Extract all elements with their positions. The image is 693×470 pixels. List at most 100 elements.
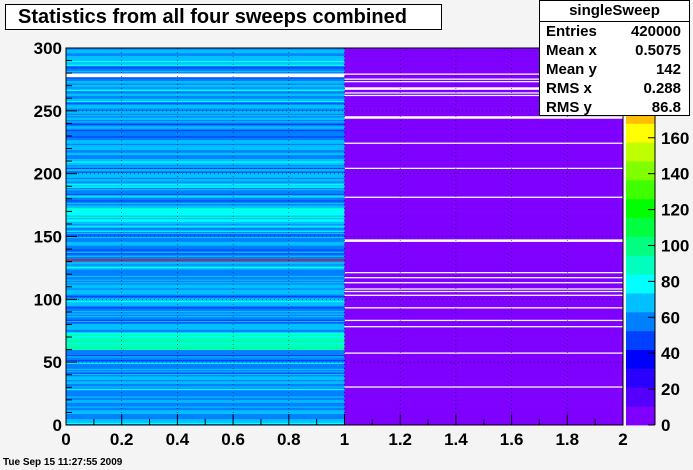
heatmap-cell	[66, 303, 345, 305]
heatmap-cell	[66, 222, 345, 225]
heatmap-cell	[344, 225, 623, 227]
heatmap-cell	[66, 345, 345, 348]
heatmap-cell	[66, 295, 345, 298]
heatmap-cell	[344, 110, 623, 113]
heatmap-cell	[344, 259, 623, 261]
heatmap-cell	[66, 148, 345, 151]
heatmap-cell	[66, 100, 345, 103]
heatmap-cell	[66, 220, 345, 222]
heatmap-cell	[344, 89, 623, 92]
heatmap-cell	[66, 94, 345, 97]
heatmap-cell	[344, 191, 623, 193]
heatmap-cell	[344, 49, 623, 51]
heatmap-cell	[66, 251, 345, 254]
heatmap-cell	[344, 118, 623, 120]
heatmap-cell	[66, 187, 345, 190]
heatmap-cell	[344, 286, 623, 289]
heatmap-cell	[66, 323, 345, 325]
heatmap-cell	[66, 171, 345, 173]
heatmap-cell	[344, 375, 623, 378]
heatmap-cell	[66, 208, 345, 211]
heatmap-cell	[344, 379, 623, 382]
heatmap-cell	[66, 389, 345, 392]
heatmap-cell	[344, 127, 623, 129]
heatmap-cell	[344, 311, 623, 314]
heatmap-cell	[66, 257, 345, 260]
heatmap-cell	[344, 129, 623, 132]
heatmap-cell	[344, 399, 623, 402]
heatmap-cell	[66, 147, 345, 149]
heatmap-cell	[344, 142, 623, 144]
heatmap-cell	[344, 280, 623, 283]
heatmap-cell	[344, 352, 623, 354]
heatmap-cell	[66, 230, 345, 232]
heatmap-cell	[66, 342, 345, 344]
heatmap-cell	[344, 393, 623, 396]
heatmap-cell	[66, 348, 345, 350]
heatmap-cell	[344, 64, 623, 66]
stats-box-name: singleSweep	[540, 1, 689, 22]
heatmap-cell	[344, 264, 623, 266]
heatmap-cell	[66, 252, 345, 255]
heatmap-cell	[344, 288, 623, 290]
heatmap-cell	[344, 392, 623, 394]
heatmap-cell	[66, 139, 345, 142]
heatmap-cell	[66, 293, 345, 295]
heatmap-cell	[344, 215, 623, 217]
heatmap-cell	[66, 414, 345, 417]
heatmap-cell	[344, 79, 623, 82]
y-tick-label: 250	[34, 102, 62, 121]
heatmap-cell	[66, 360, 345, 363]
heatmap-cell	[66, 344, 345, 347]
heatmap-cell	[66, 347, 345, 349]
heatmap-cell	[344, 206, 623, 208]
heatmap-cell	[344, 281, 623, 284]
heatmap-cell	[66, 75, 345, 78]
heatmap-cell	[344, 61, 623, 64]
heatmap-cell	[66, 59, 345, 61]
stats-row-entries: Entries 420000	[540, 22, 689, 41]
heatmap-cell	[66, 235, 345, 237]
heatmap-cell	[66, 279, 345, 281]
heatmap-cell	[66, 413, 345, 416]
heatmap-cell	[66, 166, 345, 168]
heatmap-cell	[66, 198, 345, 201]
heatmap-cell	[344, 303, 623, 305]
heatmap-cell	[66, 289, 345, 291]
heatmap-cell	[344, 137, 623, 139]
heatmap-cell	[344, 255, 623, 257]
heatmap-cell	[344, 344, 623, 347]
heatmap-cell	[66, 154, 345, 157]
heatmap-cell	[66, 102, 345, 104]
heatmap-cell	[66, 387, 345, 389]
heatmap-cell	[344, 220, 623, 222]
heatmap-cell	[66, 378, 345, 381]
heatmap-cell	[344, 232, 623, 235]
heatmap-cell	[66, 242, 345, 245]
heatmap-cell	[344, 99, 623, 102]
heatmap-cell	[344, 378, 623, 381]
heatmap-cell	[344, 187, 623, 190]
heatmap-cell	[344, 301, 623, 304]
x-tick-label: 1	[340, 430, 349, 449]
heatmap-cell	[66, 304, 345, 306]
heatmap-cell	[66, 362, 345, 364]
heatmap-cell	[344, 56, 623, 59]
heatmap-cell	[344, 183, 623, 186]
heatmap-cell	[344, 279, 623, 281]
heatmap-cell	[344, 63, 623, 65]
x-axis: 0 0.2 0.4 0.6 0.8 1 1.2 1.4 1.6 1.8 2	[61, 414, 628, 449]
heatmap-cell	[66, 55, 345, 58]
heatmap-cell	[344, 402, 623, 404]
heatmap-cell	[344, 313, 623, 315]
heatmap-cell	[66, 255, 345, 257]
heatmap-cell	[66, 277, 345, 280]
heatmap-cell	[66, 105, 345, 108]
heatmap-cell	[66, 109, 345, 112]
heatmap-cell	[344, 358, 623, 361]
palette-swatch	[626, 142, 655, 162]
heatmap-cell	[66, 114, 345, 117]
heatmap-cell	[344, 363, 623, 366]
heatmap-cell	[66, 193, 345, 196]
heatmap-cell	[344, 144, 623, 147]
